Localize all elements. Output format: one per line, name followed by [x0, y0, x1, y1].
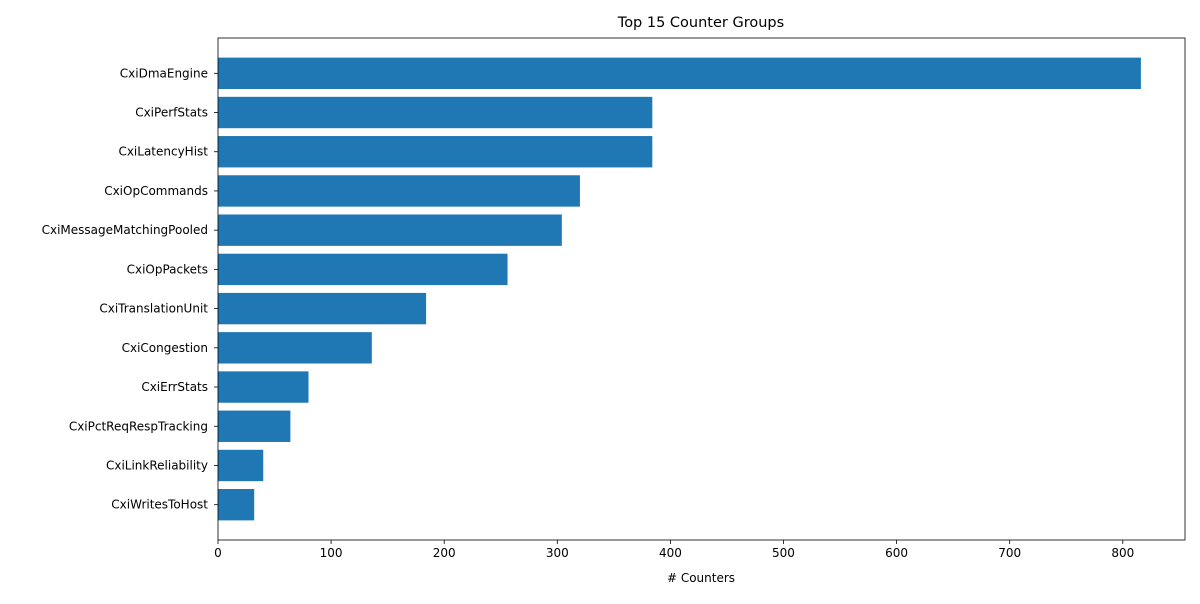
x-tick-label: 600 [885, 546, 908, 560]
chart-title: Top 15 Counter Groups [617, 15, 784, 31]
bar-CxiCongestion [218, 332, 372, 364]
bar-CxiWritesToHost [218, 489, 255, 521]
x-tick-label: 300 [546, 546, 569, 560]
bar-CxiPerfStats [218, 96, 653, 129]
y-tick-label: CxiLatencyHist [118, 145, 208, 159]
y-tick-label: CxiOpPackets [127, 262, 208, 276]
y-tick-label: CxiPctReqRespTracking [69, 419, 208, 433]
bar-CxiOpCommands [218, 175, 580, 207]
y-tick-label: CxiPerfStats [135, 106, 208, 120]
bar-CxiOpPackets [218, 253, 508, 286]
bar-CxiLatencyHist [218, 136, 653, 168]
x-axis-label: # Counters [667, 571, 735, 585]
y-tick-label: CxiLinkReliability [106, 458, 208, 472]
bar-CxiDmaEngine [218, 57, 1141, 89]
x-tick-label: 400 [659, 546, 682, 560]
bar-CxiTranslationUnit [218, 292, 427, 325]
x-tick-label: 500 [772, 546, 795, 560]
ticks-layer: CxiDmaEngine CxiPerfStats CxiLatencyHist Cx… [42, 66, 1135, 560]
x-tick-label: 800 [1111, 546, 1134, 560]
y-tick-label: CxiOpCommands [104, 184, 208, 198]
y-tick-label: CxiTranslationUnit [99, 302, 208, 316]
y-tick-label: CxiWritesToHost [111, 498, 208, 512]
y-tick-label: CxiCongestion [122, 341, 208, 355]
bar-CxiLinkReliability [218, 449, 264, 482]
bar-CxiPctReqRespTracking [218, 410, 291, 442]
bar-CxiMessageMatchingPooled [218, 214, 562, 246]
y-tick-label: CxiMessageMatchingPooled [42, 223, 208, 237]
y-tick-label: CxiDmaEngine [120, 66, 208, 80]
bar-CxiErrStats [218, 371, 309, 403]
x-tick-label: 0 [214, 546, 222, 560]
y-tick-label: CxiErrStats [141, 380, 208, 394]
x-tick-label: 700 [998, 546, 1021, 560]
bars-layer [218, 57, 1141, 521]
x-tick-label: 200 [433, 546, 456, 560]
x-tick-label: 100 [320, 546, 343, 560]
axes-layer [217, 37, 1186, 541]
plot-frame [217, 37, 1186, 541]
